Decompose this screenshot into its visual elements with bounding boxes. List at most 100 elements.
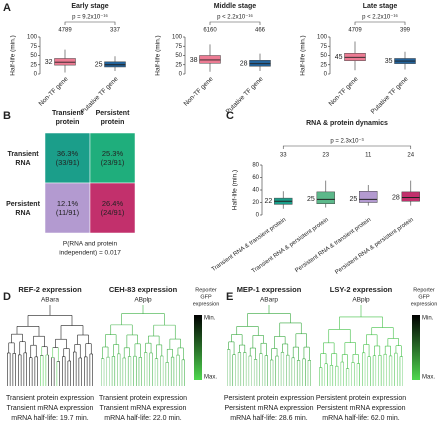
cell-fraction: (23/91) xyxy=(101,158,125,167)
y-tick-label: 80 xyxy=(252,163,259,169)
cell-fraction: (33/91) xyxy=(56,158,80,167)
count-label: 6160 xyxy=(203,28,217,34)
significance-bracket xyxy=(282,145,412,149)
median-label: 25 xyxy=(350,196,358,203)
tree-caption: mRNA half-life: 22.0 min. xyxy=(104,415,181,422)
y-axis-label: Half-life (min.) xyxy=(232,170,239,210)
y-tick-label: 25 xyxy=(320,62,327,68)
tree-title: MEP-1 expression xyxy=(237,285,302,294)
table-cell xyxy=(44,132,91,184)
y-axis-label: Half-life (min.) xyxy=(10,35,17,75)
row-header: RNA xyxy=(15,160,30,167)
y-tick-label: 75 xyxy=(175,44,182,50)
table-cell xyxy=(89,132,136,184)
median-label: 35 xyxy=(385,58,393,65)
y-tick-label: 50 xyxy=(175,53,182,59)
count-label: 4709 xyxy=(348,28,362,34)
tree-caption: Persistent mRNA expression xyxy=(224,405,313,412)
lineage-tree xyxy=(101,305,185,386)
x-tick-label: Non-TF gene xyxy=(328,75,360,107)
count-label: 399 xyxy=(400,28,411,34)
median-label: 45 xyxy=(335,54,343,61)
chart-title: Early stage xyxy=(71,3,108,10)
p-value: p = 2.3x10⁻³ xyxy=(330,139,363,145)
y-tick-label: 0 xyxy=(34,72,38,78)
x-tick-label: Putative TF gene xyxy=(225,75,265,115)
cell-percent: 36.3% xyxy=(57,149,79,158)
footnote: independent) = 0.017 xyxy=(59,250,121,257)
tree-root: ABplp xyxy=(134,297,152,304)
tree-root: ABarp xyxy=(260,297,278,304)
column-header: protein xyxy=(101,119,125,126)
tree-caption: Transient mRNA expression xyxy=(7,405,94,412)
box xyxy=(199,55,221,64)
tree-title: LSY-2 expression xyxy=(330,285,393,294)
y-tick-label: 0 xyxy=(324,72,328,78)
y-tick-label: 40 xyxy=(252,188,259,194)
panel-letter: B xyxy=(3,110,11,122)
tree-caption: Transient protein expression xyxy=(6,395,94,402)
significance-bracket xyxy=(354,21,406,25)
count-label: 466 xyxy=(255,28,266,34)
legend-title: Reporter xyxy=(413,287,435,293)
y-tick-label: 60 xyxy=(252,175,259,181)
row-header: Persistent xyxy=(6,201,41,208)
tree-caption: mRNA half-life: 19.7 min. xyxy=(11,415,88,422)
legend-title: expression xyxy=(193,301,220,307)
y-tick-label: 100 xyxy=(317,35,328,41)
y-tick-label: 50 xyxy=(30,53,37,59)
x-tick-label: Non-TF gene xyxy=(38,75,70,107)
median-label: 32 xyxy=(45,59,53,66)
lineage-tree xyxy=(319,305,403,386)
y-tick-label: 25 xyxy=(175,62,182,68)
row-header: RNA xyxy=(15,210,30,217)
legend-title: expression xyxy=(411,301,438,307)
tree-title: REF-2 expression xyxy=(18,285,82,294)
legend-title: GFP xyxy=(200,294,212,300)
x-tick-label: Putative TF gene xyxy=(370,75,410,115)
y-tick-label: 75 xyxy=(320,44,327,50)
lineage-tree xyxy=(227,305,311,386)
panel-letter: E xyxy=(226,291,233,303)
chart-title: Late stage xyxy=(363,3,398,10)
y-axis-label: Half-life (min.) xyxy=(300,35,307,75)
box xyxy=(359,191,378,203)
count-label: 4789 xyxy=(58,28,72,34)
table-cell xyxy=(89,182,136,234)
legend-min: Min. xyxy=(422,316,434,322)
median-label: 25 xyxy=(95,62,103,69)
panel-letter: D xyxy=(3,291,11,303)
median-label: 25 xyxy=(307,196,315,203)
tree-caption: Persistent protein expression xyxy=(316,395,406,402)
chart-title: RNA & protein dynamics xyxy=(306,120,388,127)
y-tick-label: 0 xyxy=(256,213,260,219)
median-label: 28 xyxy=(392,194,400,201)
legend-max: Max. xyxy=(422,375,435,381)
tree-caption: mRNA half-life: 28.6 min. xyxy=(230,415,307,422)
significance-bracket xyxy=(64,21,116,25)
box xyxy=(401,191,420,202)
cell-fraction: (11/91) xyxy=(56,208,80,217)
footnote: P(RNA and protein xyxy=(63,241,118,248)
y-axis-label: Half-life (min.) xyxy=(155,35,162,75)
tree-caption: Transient mRNA expression xyxy=(100,405,187,412)
tree-caption: Persistent protein expression xyxy=(224,395,314,402)
y-tick-label: 50 xyxy=(320,53,327,59)
y-tick-label: 100 xyxy=(27,35,38,41)
legend-gradient xyxy=(412,315,420,380)
column-header: Persistent xyxy=(96,110,131,117)
column-header: Transient xyxy=(52,110,84,117)
x-tick-label: Transient RNA & transient protein xyxy=(211,217,287,273)
cell-percent: 26.4% xyxy=(102,199,124,208)
x-tick-label: Persistent RNA & persistent protein xyxy=(334,217,414,276)
column-header: protein xyxy=(56,119,80,126)
p-value: p = 9.2x10⁻¹⁶ xyxy=(72,14,108,21)
legend-gradient xyxy=(194,315,202,380)
legend-min: Min. xyxy=(204,316,216,322)
p-value: p < 2.2x10⁻¹⁶ xyxy=(217,14,253,21)
count-label: 24 xyxy=(407,153,414,159)
cell-percent: 12.1% xyxy=(57,199,79,208)
y-tick-label: 25 xyxy=(30,62,37,68)
y-tick-label: 0 xyxy=(179,72,183,78)
